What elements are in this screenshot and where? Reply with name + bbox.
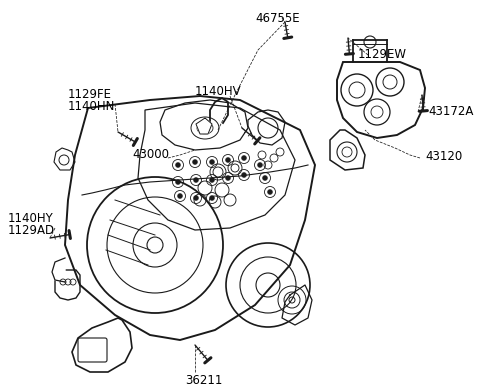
Circle shape	[241, 172, 247, 178]
Text: 43172A: 43172A	[428, 105, 473, 118]
Circle shape	[209, 178, 215, 183]
Circle shape	[178, 194, 182, 199]
Text: 1140HN: 1140HN	[68, 100, 115, 113]
Text: 1129EW: 1129EW	[358, 48, 407, 61]
Text: 43120: 43120	[425, 150, 462, 163]
Text: 1129FE: 1129FE	[68, 88, 112, 101]
Text: 43000: 43000	[132, 148, 169, 161]
Circle shape	[193, 178, 199, 183]
Circle shape	[226, 176, 230, 181]
Circle shape	[226, 158, 230, 163]
Circle shape	[257, 163, 263, 167]
Polygon shape	[196, 118, 212, 134]
Text: 1129AD: 1129AD	[8, 224, 55, 237]
Circle shape	[176, 163, 180, 167]
Text: 1140HY: 1140HY	[8, 212, 54, 225]
Circle shape	[267, 190, 273, 194]
Circle shape	[209, 160, 215, 165]
Circle shape	[263, 176, 267, 181]
Text: 46755E: 46755E	[255, 12, 300, 25]
Circle shape	[209, 196, 215, 201]
Text: 1140HV: 1140HV	[195, 85, 241, 98]
Circle shape	[176, 179, 180, 185]
Circle shape	[241, 156, 247, 160]
Text: 36211: 36211	[185, 374, 222, 387]
Circle shape	[192, 160, 197, 165]
Circle shape	[193, 196, 199, 201]
Polygon shape	[52, 258, 65, 282]
